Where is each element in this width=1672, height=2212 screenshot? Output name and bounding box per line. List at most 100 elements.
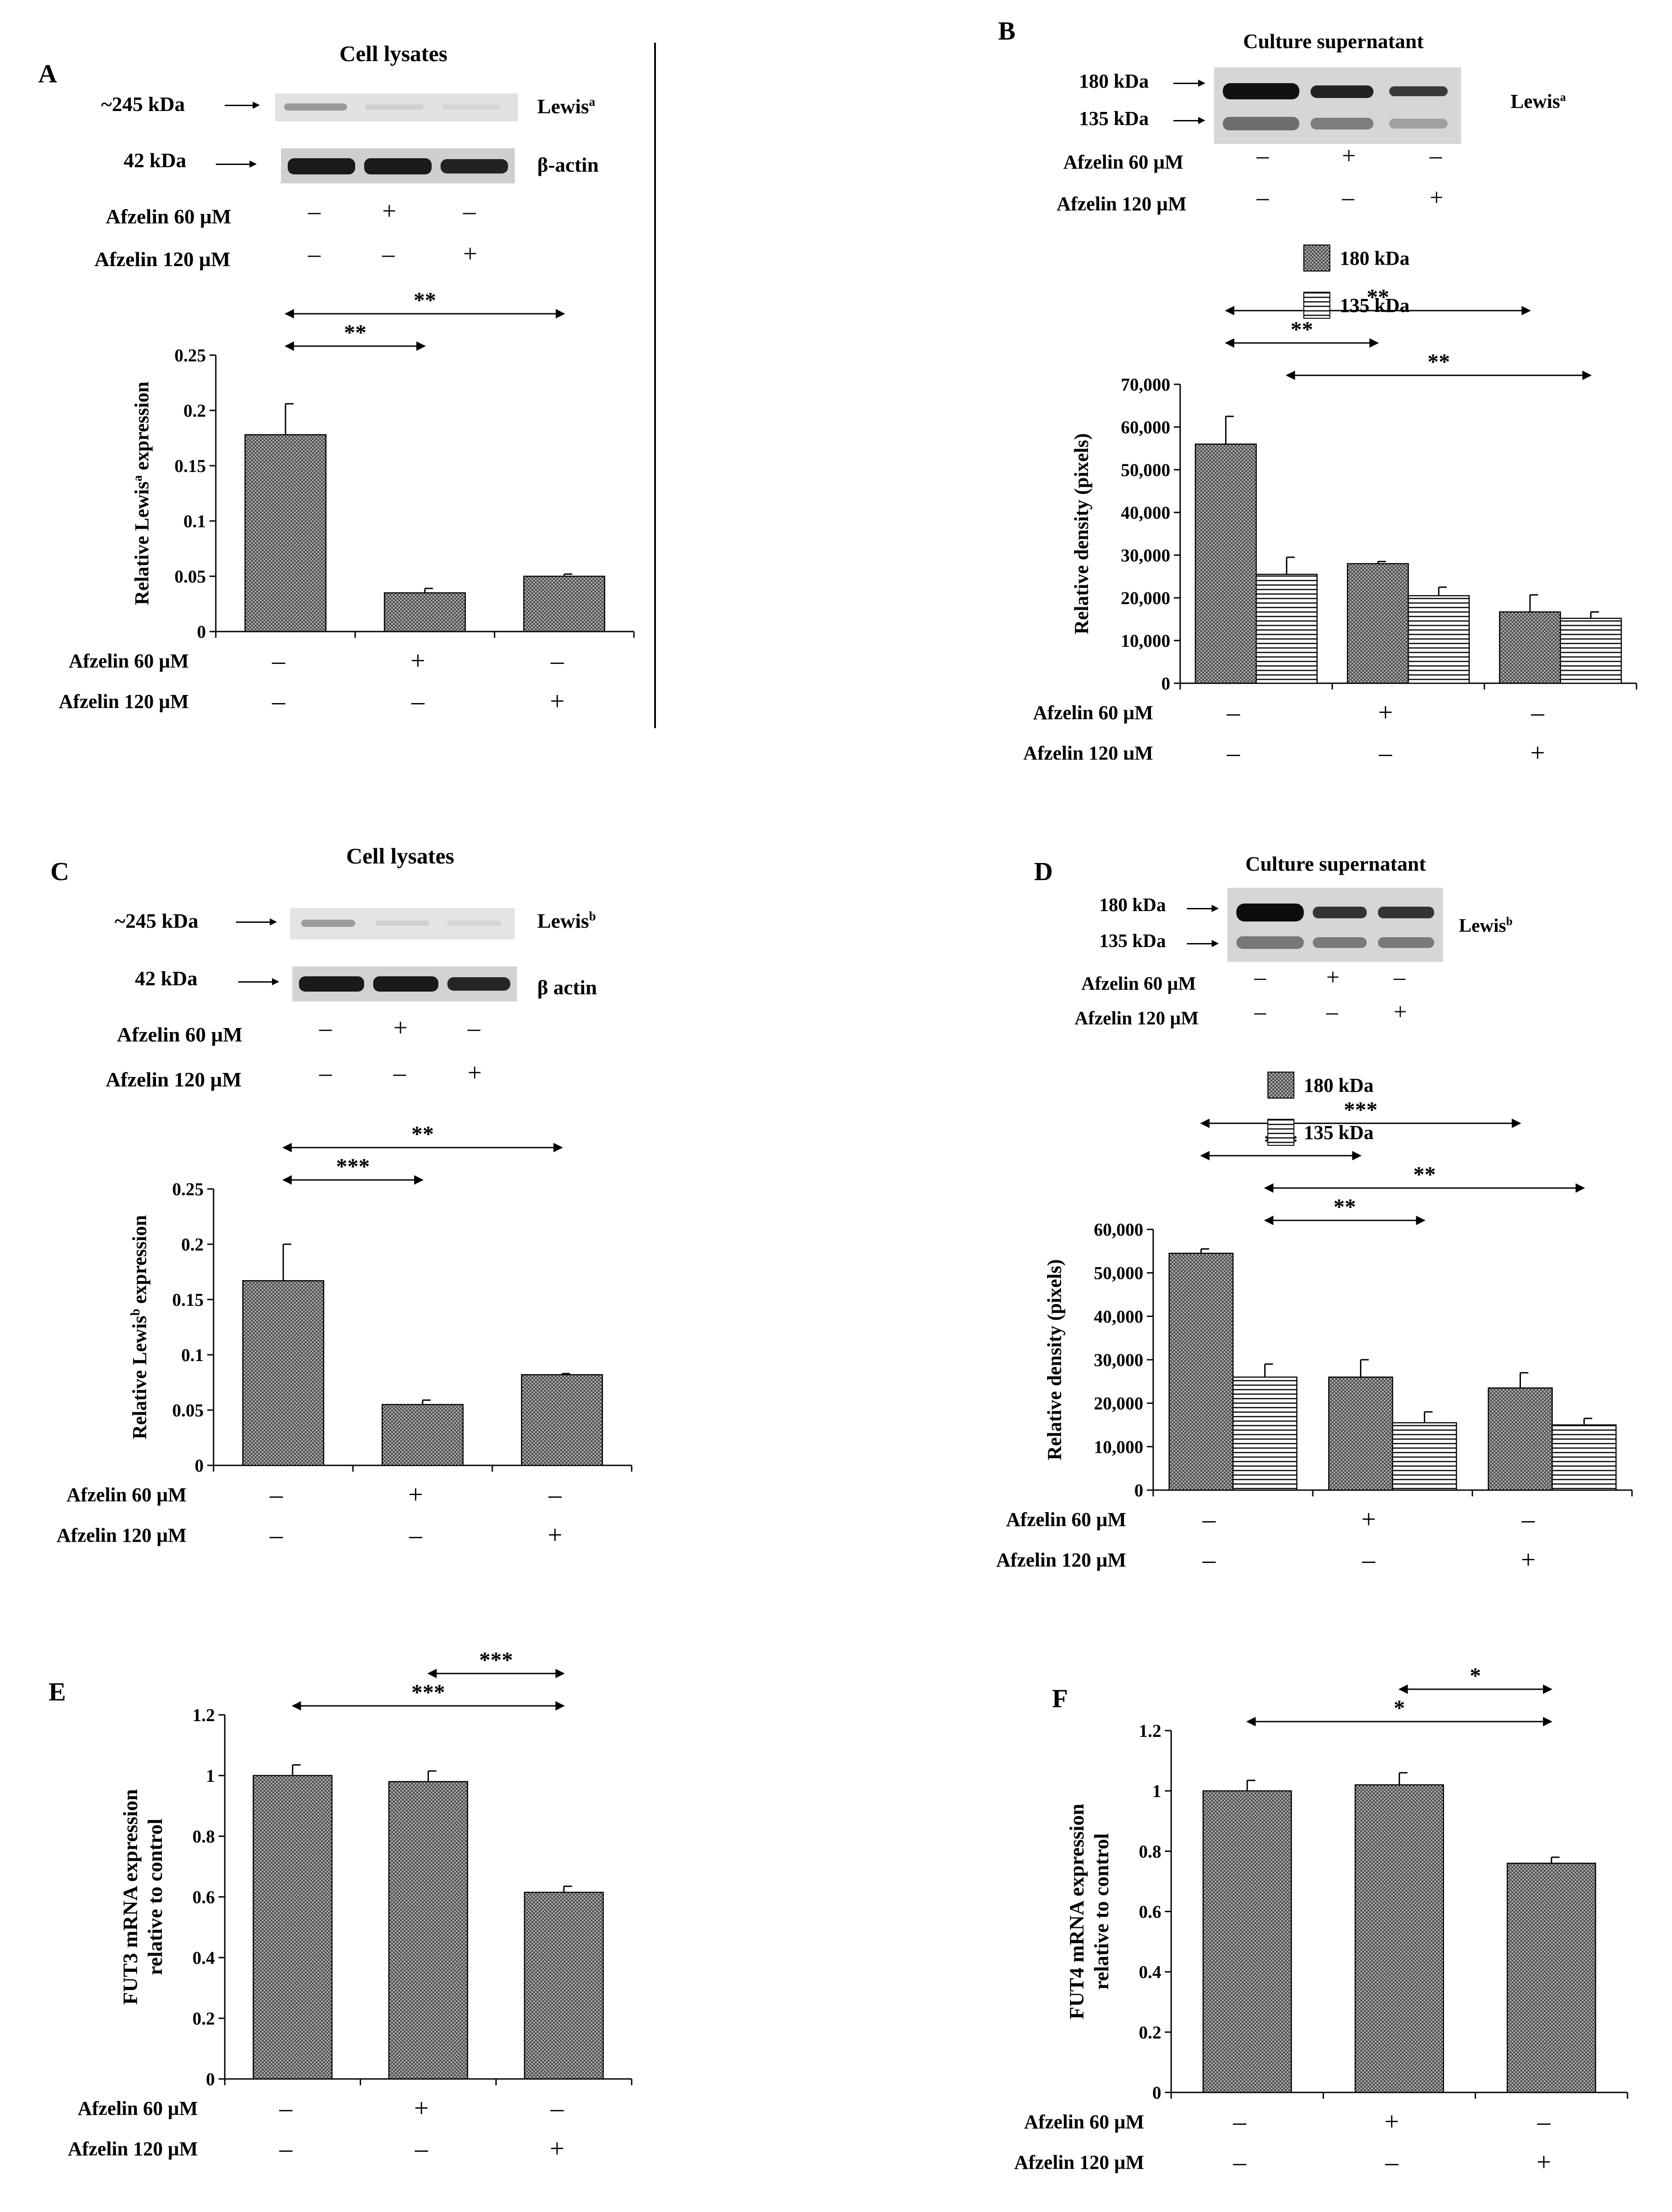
y-tick-label: 0.2 — [183, 401, 206, 421]
y-tick-label: 0.1 — [181, 1345, 204, 1365]
chart-b: 0 10,000 20,000 30,000 40,000 50,000 60,000 70,… — [1023, 245, 1637, 760]
y-tick-label: 1 — [206, 1766, 215, 1786]
condition-sign: + — [1530, 738, 1545, 760]
legend-label: 180 kDa — [1340, 247, 1409, 269]
blot-sign: – — [382, 240, 395, 268]
y-tick-label: 40,000 — [1121, 503, 1170, 523]
blot-sign: – — [1257, 184, 1269, 211]
blot-condition-label: Afzelin 60 µM — [106, 205, 232, 228]
band-arrow-icon — [236, 921, 272, 923]
blot-sign: – — [1326, 999, 1338, 1025]
blot-sign: – — [1257, 142, 1269, 169]
chart-c: 0 0.05 0.1 0.15 0.2 0.25 Relative Lewisb expre… — [57, 1121, 633, 1549]
y-tick-label: 0 — [1152, 2083, 1161, 2103]
bar — [524, 1892, 604, 2080]
panel-letter: C — [50, 857, 69, 886]
y-tick-label: 0.6 — [1139, 1902, 1161, 1922]
chart-a: 0 0.05 0.1 0.15 0.2 0.25 Relative Lewisa expre… — [59, 287, 635, 716]
y-tick-label: 50,000 — [1094, 1263, 1143, 1283]
condition-label: Afzelin 120 µM — [996, 1549, 1126, 1571]
blot-target-label: Lewisb — [1459, 915, 1513, 936]
condition-label: Afzelin 120 µM — [68, 2138, 198, 2160]
y-axis-label-line2: relative to control — [1090, 1833, 1113, 1989]
significance-label: ** — [344, 320, 366, 345]
y-tick-label: 40,000 — [1094, 1306, 1143, 1326]
y-axis-label: Relative Lewisb expression — [129, 1215, 151, 1439]
bar — [242, 1280, 325, 1466]
blot-sign: – — [463, 197, 476, 225]
blot-condition-label: Afzelin 120 µM — [106, 1068, 242, 1091]
condition-sign: – — [279, 2134, 293, 2163]
blot-condition-label: Afzelin 120 µM — [1057, 193, 1187, 215]
band-arrow-icon — [1198, 117, 1205, 124]
bar — [523, 575, 606, 632]
y-axis-label: Relative density (pixels) — [1070, 433, 1092, 634]
bar — [1168, 1252, 1234, 1491]
chart-d: 0 10,000 20,000 30,000 40,000 50,000 60,000 Rel… — [996, 1072, 1633, 1574]
blot-image-lewis-b — [290, 908, 515, 939]
blot-sign: + — [393, 1014, 408, 1042]
blot-sign: – — [308, 197, 321, 225]
condition-label: Afzelin 120 µM — [59, 690, 189, 712]
condition-sign: – — [409, 1520, 423, 1549]
bar — [1232, 1376, 1297, 1491]
band-arrow-icon — [1187, 943, 1214, 944]
y-tick-label: 50,000 — [1121, 460, 1170, 480]
bar — [1255, 574, 1318, 684]
band-arrow-icon — [1198, 80, 1205, 87]
blot-condition-label: Afzelin 120 µM — [1075, 1008, 1199, 1029]
condition-sign: – — [548, 1480, 562, 1509]
condition-sign: – — [269, 1520, 283, 1549]
band-arrow-icon — [1212, 940, 1219, 947]
bar — [1355, 1784, 1444, 2093]
condition-sign: – — [279, 2093, 293, 2123]
blot-condition-label: Afzelin 120 µM — [94, 248, 231, 271]
blot-sign: – — [1342, 184, 1354, 211]
significance-label: * — [1470, 1663, 1481, 1688]
blot-condition-label: Afzelin 60 µM — [117, 1023, 243, 1046]
band-size-label: 42 kDa — [135, 967, 198, 990]
y-tick-label: 30,000 — [1121, 545, 1170, 565]
y-tick-label: 0.1 — [183, 511, 206, 531]
y-tick-label: 0.15 — [172, 1290, 204, 1310]
y-tick-label: 0 — [197, 622, 206, 642]
y-tick-label: 0 — [206, 2069, 215, 2089]
bar — [383, 592, 466, 632]
significance-label: ** — [1367, 284, 1389, 309]
y-tick-label: 60,000 — [1094, 1219, 1143, 1240]
y-axis-label: Relative Lewisa expression — [131, 382, 153, 605]
y-tick-label: 60,000 — [1121, 417, 1170, 437]
band-target-label: β-actin — [537, 153, 599, 176]
blot-sign: + — [1326, 965, 1340, 990]
y-tick-label: 1.2 — [1139, 1721, 1161, 1741]
bar — [1499, 611, 1561, 684]
condition-sign: – — [269, 1480, 283, 1509]
legend-label: 180 kDa — [1304, 1074, 1373, 1096]
y-axis-label: FUT4 mRNA expression — [1065, 1804, 1088, 2020]
blot-sign: + — [463, 240, 477, 268]
y-axis-label: Relative density (pixels) — [1043, 1259, 1066, 1460]
blot-condition-label: Afzelin 60 µM — [1081, 974, 1196, 994]
blot-sign: – — [1254, 965, 1266, 990]
band-size-label: ~245 kDa — [115, 909, 199, 932]
legend-swatch — [1267, 1072, 1294, 1099]
condition-sign: – — [1521, 1504, 1535, 1534]
bar — [1202, 1790, 1292, 2093]
y-tick-label: 0 — [1134, 1480, 1143, 1500]
legend-swatch — [1303, 245, 1330, 271]
significance-label: *** — [411, 1679, 445, 1705]
panel-letter: B — [998, 16, 1016, 45]
condition-sign: + — [550, 2134, 565, 2163]
blot-sign: – — [319, 1014, 332, 1042]
y-tick-label: 1.2 — [192, 1705, 215, 1725]
condition-label: Afzelin 60 µM — [1024, 2111, 1144, 2133]
y-tick-label: 0.2 — [192, 2008, 215, 2029]
blot-sign: – — [1254, 999, 1266, 1025]
bar — [1392, 1422, 1457, 1491]
band-arrow-icon — [1212, 905, 1219, 912]
legend-swatch — [1303, 292, 1330, 319]
condition-label: Afzelin 60 µM — [1006, 1509, 1126, 1531]
y-tick-label: 0.05 — [172, 1400, 204, 1420]
blot-image-actin — [281, 148, 515, 183]
blot-title: Culture supernatant — [1243, 30, 1424, 53]
